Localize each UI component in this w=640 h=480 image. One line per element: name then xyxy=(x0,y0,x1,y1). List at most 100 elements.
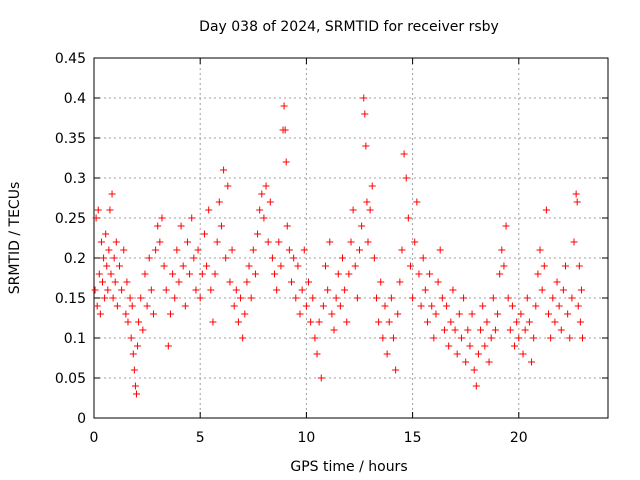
data-point xyxy=(249,246,257,254)
x-axis-label: GPS time / hours xyxy=(290,459,407,475)
data-point xyxy=(555,302,563,310)
data-point xyxy=(271,270,279,278)
data-point xyxy=(160,262,168,270)
data-point xyxy=(466,342,474,350)
data-point xyxy=(428,302,436,310)
data-point xyxy=(256,206,264,214)
y-tick-label: 0.05 xyxy=(55,371,86,387)
data-point xyxy=(141,270,149,278)
data-point xyxy=(292,294,300,302)
data-point xyxy=(277,262,285,270)
data-point xyxy=(309,294,317,302)
x-tick-label: 20 xyxy=(510,430,528,446)
data-point xyxy=(506,326,514,334)
data-point xyxy=(453,350,461,358)
data-point xyxy=(92,214,100,222)
data-point xyxy=(283,222,291,230)
data-point xyxy=(496,270,504,278)
data-point xyxy=(258,190,266,198)
data-point xyxy=(154,222,162,230)
data-point xyxy=(523,294,531,302)
data-point xyxy=(226,278,234,286)
data-point xyxy=(443,302,451,310)
data-point xyxy=(358,222,366,230)
data-point xyxy=(575,262,583,270)
data-point xyxy=(481,342,489,350)
data-point xyxy=(545,310,553,318)
data-point xyxy=(415,270,423,278)
data-point xyxy=(152,246,160,254)
data-point xyxy=(485,358,493,366)
data-point xyxy=(322,262,330,270)
data-point xyxy=(347,238,355,246)
data-point xyxy=(421,286,429,294)
data-point xyxy=(517,310,525,318)
y-tick-label: 0.3 xyxy=(64,171,86,187)
data-point xyxy=(389,334,397,342)
data-point xyxy=(147,286,155,294)
data-point xyxy=(336,302,344,310)
data-point xyxy=(91,286,99,294)
y-tick-label: 0.25 xyxy=(55,211,86,227)
data-point xyxy=(345,270,353,278)
data-point xyxy=(254,230,262,238)
data-point xyxy=(468,310,476,318)
data-point xyxy=(282,158,290,166)
data-point xyxy=(266,198,274,206)
data-point xyxy=(281,126,289,134)
data-point xyxy=(436,246,444,254)
data-point xyxy=(124,318,132,326)
data-point xyxy=(381,302,389,310)
data-point xyxy=(118,286,126,294)
data-point xyxy=(237,294,245,302)
data-point xyxy=(134,342,142,350)
data-point xyxy=(232,286,240,294)
data-point xyxy=(508,302,516,310)
y-axis-label: SRMTID / TECUs xyxy=(7,182,23,295)
data-point xyxy=(532,302,540,310)
data-point xyxy=(404,214,412,222)
y-tick-label: 0.35 xyxy=(55,131,86,147)
data-point xyxy=(332,294,340,302)
data-point xyxy=(188,214,196,222)
data-point xyxy=(434,278,442,286)
data-point xyxy=(104,286,112,294)
data-point xyxy=(275,238,283,246)
data-point xyxy=(173,246,181,254)
data-point xyxy=(363,198,371,206)
data-point xyxy=(562,262,570,270)
data-point xyxy=(183,238,191,246)
data-point xyxy=(462,358,470,366)
data-point xyxy=(296,310,304,318)
data-point xyxy=(200,230,208,238)
data-point xyxy=(400,150,408,158)
data-point xyxy=(149,310,157,318)
data-point xyxy=(394,310,402,318)
data-point xyxy=(413,198,421,206)
data-point xyxy=(353,294,361,302)
data-point xyxy=(262,182,270,190)
data-point xyxy=(300,246,308,254)
data-point xyxy=(519,350,527,358)
x-tick-label: 10 xyxy=(297,430,315,446)
data-point xyxy=(94,206,102,214)
data-point xyxy=(379,334,387,342)
data-point xyxy=(315,318,323,326)
data-point xyxy=(375,318,383,326)
data-point xyxy=(328,310,336,318)
data-point xyxy=(139,326,147,334)
data-point xyxy=(570,238,578,246)
data-point xyxy=(419,254,427,262)
data-point xyxy=(288,278,296,286)
y-axis-ticks: 0 0.05 0.1 0.15 0.2 0.25 0.3 0.35 0.4 0.45 xyxy=(55,51,608,427)
data-point xyxy=(449,286,457,294)
data-point xyxy=(477,326,485,334)
data-point xyxy=(285,246,293,254)
data-point xyxy=(573,198,581,206)
data-point xyxy=(360,94,368,102)
data-point xyxy=(123,278,131,286)
data-point xyxy=(239,334,247,342)
data-point xyxy=(521,326,529,334)
data-point xyxy=(307,318,315,326)
